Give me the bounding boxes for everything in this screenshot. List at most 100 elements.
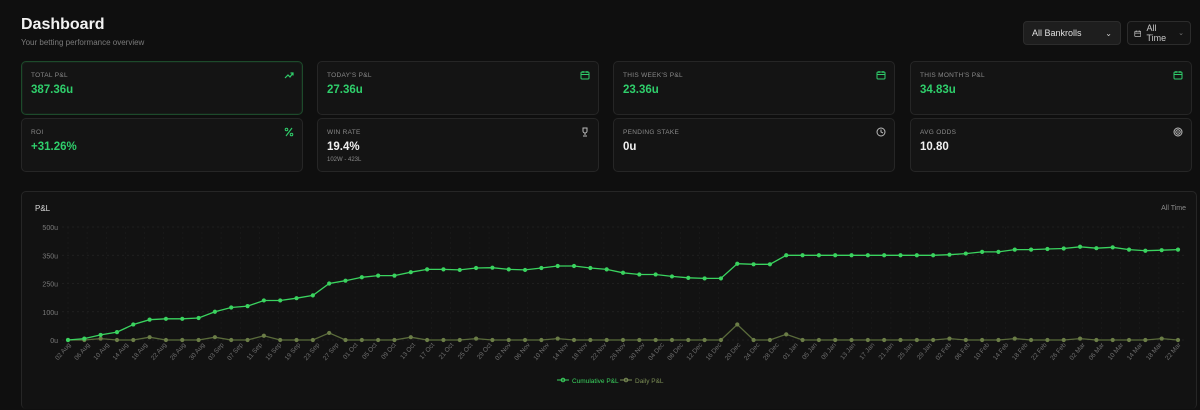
x-tick-label: 19 Sep — [284, 341, 303, 362]
time-range-select[interactable]: All Time ⌄ — [1127, 21, 1191, 45]
stat-value: 34.83u — [920, 84, 956, 96]
daily-pnl-point — [1077, 336, 1083, 341]
cumulative-pnl-point — [1110, 245, 1115, 250]
x-tick-label: 30 Nov — [628, 341, 647, 362]
cumulative-pnl-point — [98, 332, 103, 338]
daily-pnl-point — [702, 337, 707, 343]
daily-pnl-point — [506, 337, 511, 343]
daily-pnl-point — [343, 337, 348, 343]
cumulative-pnl-point — [669, 274, 675, 279]
x-tick-label: 14 Feb — [992, 342, 1011, 362]
cumulative-pnl-point — [147, 317, 152, 322]
cumulative-pnl-point — [65, 337, 71, 343]
cumulative-pnl-point — [816, 253, 821, 258]
y-tick-label: 350u — [42, 253, 58, 260]
daily-pnl-point — [212, 335, 218, 340]
cumulative-pnl-point — [131, 322, 136, 327]
chevron-down-icon: ⌄ — [1105, 28, 1112, 38]
x-tick-label: 10 Mar — [1107, 341, 1126, 362]
daily-pnl-point — [539, 337, 544, 343]
daily-pnl-point — [278, 337, 283, 343]
x-tick-label: 20 Dec — [724, 341, 743, 362]
daily-pnl-point — [310, 337, 315, 343]
x-tick-label: 26 Aug — [169, 341, 188, 361]
x-tick-label: 05 Jan — [801, 342, 819, 362]
stat-label: TODAY'S P&L — [327, 72, 372, 79]
daily-pnl-point — [359, 337, 364, 343]
stat-card-total-pnl: TOTAL P&L 387.36u — [21, 61, 303, 115]
daily-pnl-point — [947, 336, 952, 341]
x-tick-label: 25 Jan — [897, 342, 915, 362]
x-tick-label: 14 Mar — [1126, 341, 1145, 362]
daily-pnl-point — [996, 337, 1001, 343]
cumulative-pnl-point — [163, 316, 169, 321]
daily-pnl-point — [1175, 337, 1181, 343]
x-tick-label: 16 Dec — [705, 341, 724, 362]
cumulative-pnl-point — [767, 262, 773, 267]
daily-pnl-point — [522, 337, 528, 343]
cumulative-pnl-point — [114, 329, 120, 335]
x-tick-label: 14 Nov — [552, 341, 571, 362]
cumulative-pnl-point — [865, 253, 870, 258]
cumulative-pnl-point — [212, 309, 218, 314]
x-tick-label: 17 Oct — [418, 342, 436, 361]
daily-pnl-point — [898, 337, 903, 343]
x-tick-label: 21 Jan — [878, 342, 896, 362]
x-tick-label: 02 Nov — [494, 341, 513, 362]
daily-pnl-point — [669, 337, 675, 343]
x-tick-label: 11 Sep — [246, 341, 265, 361]
legend-label-cumulative: Cumulative P&L — [572, 378, 619, 385]
trophy-icon — [582, 127, 588, 137]
x-tick-label: 06 Mar — [1088, 341, 1107, 362]
x-tick-label: 09 Jan — [820, 342, 838, 362]
x-tick-label: 23 Sep — [303, 341, 322, 362]
daily-pnl-point — [718, 337, 724, 343]
daily-pnl-point — [1159, 336, 1164, 341]
x-tick-label: 10 Feb — [973, 342, 992, 362]
cumulative-pnl-point — [1012, 247, 1017, 252]
x-tick-label: 18 Feb — [1011, 342, 1030, 362]
stat-label: TOTAL P&L — [31, 72, 68, 79]
x-tick-label: 06 Aug — [73, 341, 92, 361]
x-tick-label: 18 Nov — [571, 341, 590, 362]
stat-value: 387.36u — [31, 84, 74, 96]
daily-pnl-point — [767, 337, 773, 343]
cumulative-pnl-point — [980, 249, 985, 254]
daily-pnl-point — [882, 337, 887, 343]
x-tick-label: 15 Sep — [264, 341, 283, 362]
x-tick-label: 06 Nov — [513, 341, 532, 362]
cumulative-pnl-point — [294, 296, 299, 301]
x-tick-label: 22 Nov — [590, 341, 609, 362]
calendar-icon — [1173, 71, 1183, 80]
stat-card-week-pnl: THIS WEEK'S P&L 23.36u — [613, 61, 895, 115]
cumulative-pnl-point — [996, 249, 1001, 254]
cumulative-pnl-point — [180, 316, 185, 321]
daily-pnl-point — [245, 337, 250, 343]
cumulative-pnl-point — [588, 265, 593, 271]
x-tick-label: 18 Mar — [1145, 341, 1164, 362]
stat-value: 0u — [623, 141, 637, 153]
stat-label: THIS MONTH'S P&L — [920, 72, 985, 79]
stat-card-month-pnl: THIS MONTH'S P&L 34.83u — [910, 61, 1192, 115]
cumulative-pnl-point — [196, 315, 201, 321]
cumulative-pnl-point — [735, 261, 740, 266]
stat-label: AVG ODDS — [920, 129, 957, 136]
x-tick-label: 26 Nov — [609, 341, 628, 362]
x-tick-label: 27 Sep — [322, 341, 341, 362]
daily-pnl-point — [604, 337, 609, 343]
daily-pnl-point — [131, 337, 136, 343]
cumulative-pnl-point — [1061, 246, 1066, 251]
bankroll-select[interactable]: All Bankrolls ⌄ — [1023, 21, 1121, 45]
percent-icon — [284, 127, 294, 137]
x-tick-label: 30 Aug — [188, 341, 207, 361]
x-tick-label: 17 Jan — [858, 342, 876, 362]
x-tick-label: 22 Feb — [1030, 342, 1049, 362]
cumulative-pnl-point — [1094, 246, 1099, 251]
x-tick-label: 10 Nov — [532, 341, 551, 362]
x-tick-label: 04 Dec — [647, 341, 666, 362]
cumulative-pnl-point — [604, 267, 609, 272]
cumulative-pnl-point — [800, 253, 805, 258]
cumulative-pnl-point — [898, 253, 903, 258]
daily-pnl-point — [588, 337, 593, 343]
stat-value: 19.4% — [327, 141, 360, 153]
